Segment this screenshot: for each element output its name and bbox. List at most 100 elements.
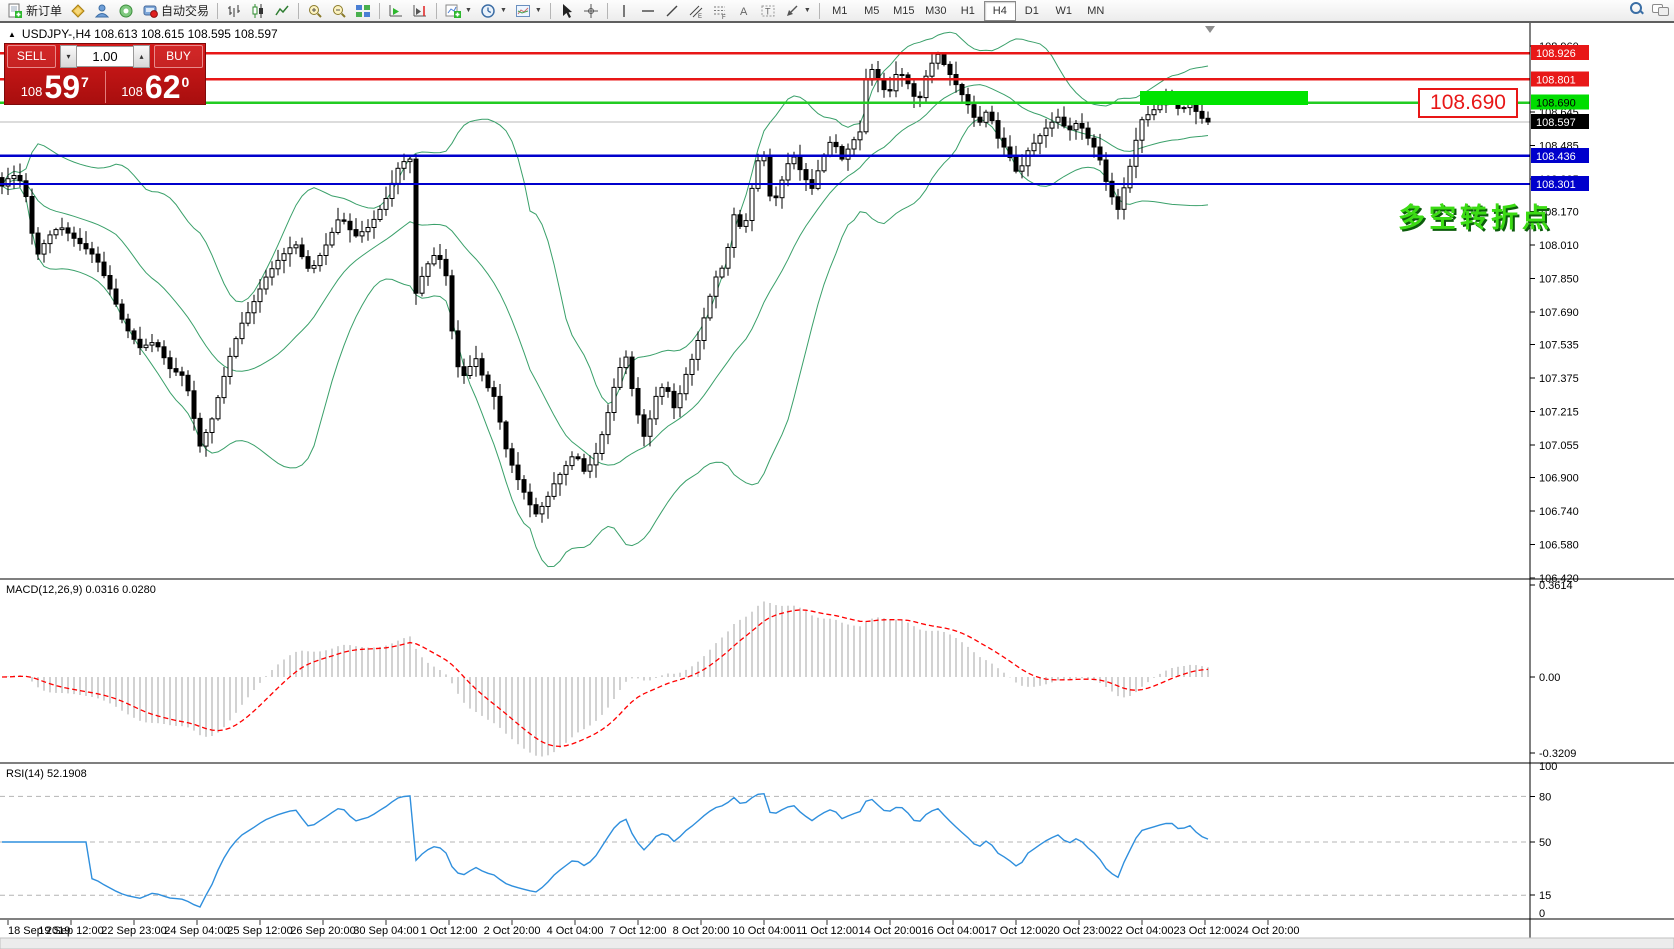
time-axis-label: 23 Oct 12:00 <box>1174 925 1237 937</box>
volume-decrease-button[interactable]: ▾ <box>60 45 77 68</box>
svg-text:108.801: 108.801 <box>1536 74 1576 86</box>
macd-scale-label: 0.3614 <box>1539 580 1573 592</box>
timeframe-h1-button[interactable]: H1 <box>960 4 975 17</box>
macd-pane-label: MACD(12,26,9) 0.0316 0.0280 <box>6 584 156 596</box>
text-button[interactable]: A <box>732 0 756 22</box>
text-label-button[interactable]: T <box>756 0 780 22</box>
price-tick-label: 107.375 <box>1539 373 1579 385</box>
time-axis-label: 19 Sep 12:00 <box>38 925 103 937</box>
svg-text:108.301: 108.301 <box>1536 179 1576 191</box>
fibonacci-button[interactable]: F <box>708 0 732 22</box>
chat-button[interactable] <box>1652 3 1669 18</box>
rsi-scale-label: 15 <box>1539 890 1551 902</box>
zoom-out-button[interactable] <box>327 0 351 22</box>
bar-chart-icon <box>228 4 241 17</box>
navigator-button[interactable] <box>90 0 114 22</box>
tile-windows-button[interactable] <box>351 0 375 22</box>
market-watch-button[interactable] <box>66 0 90 22</box>
time-axis-label: 8 Oct 20:00 <box>673 925 730 937</box>
timeframe-m30-button[interactable]: M30 <box>925 4 947 17</box>
search-icon <box>1630 2 1644 16</box>
time-axis-label: 4 Oct 04:00 <box>547 925 604 937</box>
zoom-in-button[interactable] <box>303 0 327 22</box>
candlestick-button[interactable] <box>246 0 270 22</box>
chart-title: ▲ USDJPY-,H4 108.613 108.615 108.595 108… <box>8 27 278 41</box>
equidistant-channel-button[interactable]: E <box>684 0 708 22</box>
turning-point-note[interactable]: 多空转折点 <box>1398 203 1553 233</box>
time-axis-label: 30 Sep 04:00 <box>353 925 418 937</box>
rsi-scale-label: 100 <box>1539 761 1557 773</box>
price-tick-label: 106.420 <box>1539 573 1579 585</box>
axes: 108.960108.645108.485108.325108.170108.0… <box>0 23 1674 949</box>
candlestick-icon <box>252 3 264 18</box>
price-badge <box>1531 114 1589 130</box>
auto-scroll-button[interactable] <box>384 0 408 22</box>
indicators-caret-icon: ▼ <box>465 7 472 14</box>
timeframe-m15-button[interactable]: M15 <box>893 4 915 17</box>
navigator-icon <box>94 4 110 17</box>
new-order-button[interactable]: 新订单 <box>3 0 66 22</box>
chat-icon <box>1652 3 1669 16</box>
buy-price-big: 62 <box>144 69 181 105</box>
macd-scale-label: -0.3209 <box>1539 748 1576 760</box>
toolbar: 新订单 自动交易 ▼ ▼ <box>0 0 1674 23</box>
cursor-button[interactable] <box>555 0 579 22</box>
auto-trading-button[interactable]: 自动交易 <box>138 0 213 22</box>
bollinger-lower-band <box>1 118 1209 568</box>
green-highlight-box[interactable] <box>1140 91 1308 105</box>
periods-button[interactable]: ▼ <box>476 0 511 22</box>
sell-price[interactable]: 108 59 7 <box>5 69 105 105</box>
price-callout-label[interactable]: 108.690 <box>1418 88 1518 118</box>
templates-button[interactable]: ▼ <box>511 0 546 22</box>
indicators-button[interactable]: ▼ <box>441 0 476 22</box>
volume-input[interactable] <box>77 46 133 67</box>
svg-text:E: E <box>698 14 702 19</box>
arrows-button[interactable]: ▼ <box>780 0 815 22</box>
search-button[interactable] <box>1630 2 1644 19</box>
buy-price[interactable]: 108 62 0 <box>106 69 206 105</box>
price-tick-label: 106.580 <box>1539 540 1579 552</box>
horizontal-line-button[interactable] <box>636 0 660 22</box>
price-badge <box>1531 147 1589 163</box>
equidistant-channel-icon: E <box>689 5 703 19</box>
bar-chart-button[interactable] <box>222 0 246 22</box>
volume-increase-button[interactable]: ▴ <box>133 45 150 68</box>
crosshair-button[interactable] <box>579 0 603 22</box>
sell-button[interactable]: SELL <box>7 45 56 68</box>
timeframe-m1-button[interactable]: M1 <box>832 4 848 17</box>
timeframe-w1-button[interactable]: W1 <box>1055 4 1073 17</box>
rsi-line <box>2 792 1209 908</box>
one-click-trading-panel: SELL ▾ ▴ BUY 108 59 7 108 62 0 <box>4 43 206 105</box>
buy-price-sup: 0 <box>181 74 190 90</box>
price-tick-label: 107.535 <box>1539 339 1579 351</box>
chart-title-text: USDJPY-,H4 108.613 108.615 108.595 108.5… <box>21 27 278 41</box>
collapse-icon[interactable]: ▲ <box>8 29 16 39</box>
horizontal-line-icon <box>641 9 654 12</box>
timeframe-m5-button[interactable]: M5 <box>864 4 880 17</box>
trendline-button[interactable] <box>660 0 684 22</box>
buy-button[interactable]: BUY <box>154 45 203 68</box>
time-axis-label: 17 Oct 12:00 <box>985 925 1048 937</box>
price-tick-label: 107.850 <box>1539 274 1579 286</box>
timeframe-mn-button[interactable]: MN <box>1087 4 1105 17</box>
text-icon: A <box>740 6 748 18</box>
timeframe-h4-button[interactable]: H4 <box>983 0 1016 21</box>
chart-shift-button[interactable] <box>408 0 432 22</box>
indicator-panes <box>0 601 1530 908</box>
svg-text:108.690: 108.690 <box>1536 98 1576 110</box>
vertical-line-button[interactable] <box>612 0 636 22</box>
price-badge <box>1531 94 1589 110</box>
sell-price-big: 59 <box>44 69 80 105</box>
arrows-icon <box>786 5 798 16</box>
svg-text:T: T <box>765 6 771 16</box>
vertical-line-icon <box>623 4 625 17</box>
chart-shift-marker-icon[interactable] <box>1205 26 1215 33</box>
svg-text:A: A <box>740 6 748 18</box>
alerts-button[interactable] <box>114 0 138 22</box>
time-axis-label: 20 Oct 23:00 <box>1048 925 1111 937</box>
timeframe-d1-button[interactable]: D1 <box>1024 4 1039 17</box>
trendline-icon <box>666 5 678 16</box>
line-chart-button[interactable] <box>270 0 294 22</box>
time-axis-label: 14 Oct 20:00 <box>859 925 922 937</box>
